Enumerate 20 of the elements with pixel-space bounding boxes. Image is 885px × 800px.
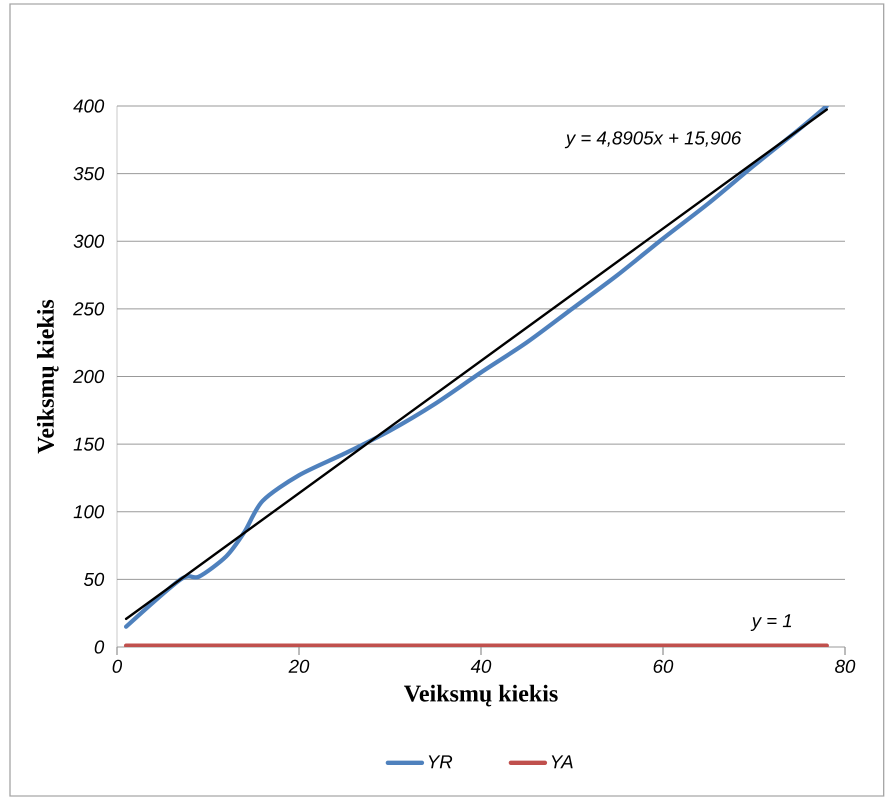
x-tick-label: 20 [288,660,310,673]
x-tick-label: 0 [112,660,122,673]
y-tick-label: 350 [74,166,104,180]
y-tick-label: 400 [73,99,104,113]
y-axis-title: Veiksmų kiekis [36,300,59,454]
x-tick-label: 80 [835,660,856,673]
y-tick-label: 50 [84,572,104,586]
annotation: y = 1 [750,614,792,632]
y-tick-label: 0 [94,640,104,654]
annotation: y = 4,8905x + 15,906 [564,131,742,148]
x-tick-label: 40 [470,660,492,673]
y-tick-label: 250 [73,302,104,316]
y-tick-label: 200 [73,370,104,384]
y-tick-label: 300 [74,234,104,248]
y-tick-label: 100 [74,505,104,518]
x-tick-label: 60 [654,660,674,673]
x-axis-title: Veiksmų kiekis [404,684,558,706]
legend-label: YA [552,755,573,768]
y-tick-label: 150 [74,438,104,451]
legend-label: YR [428,755,452,768]
